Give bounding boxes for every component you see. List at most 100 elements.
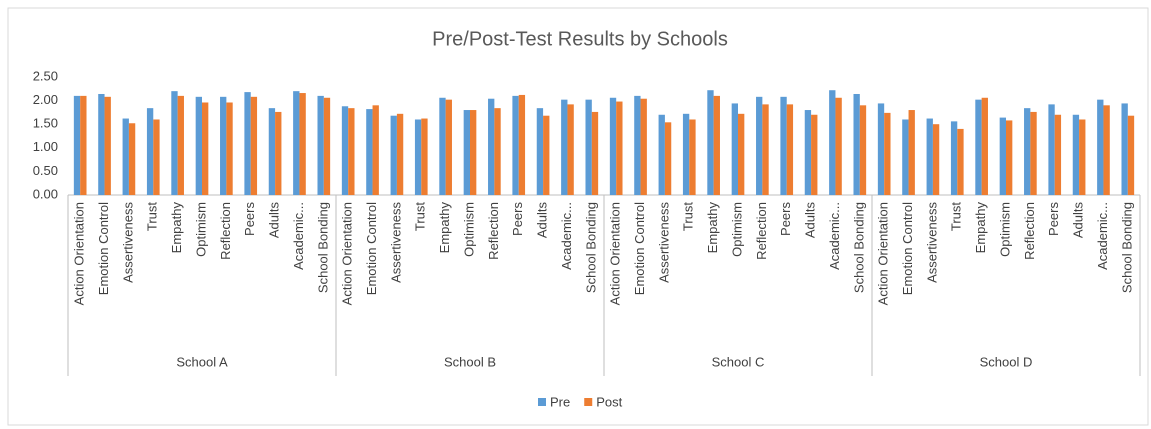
bar (421, 118, 428, 195)
x-tick-label: Empathy (973, 202, 988, 254)
bar (1097, 99, 1104, 195)
x-tick-label: Peers (1046, 202, 1061, 236)
bar (390, 115, 397, 195)
x-tick-label: Reflection (218, 202, 233, 260)
bar (372, 105, 379, 195)
bar (950, 121, 958, 195)
x-tick-label: Academic... (559, 202, 574, 270)
bar (804, 110, 812, 195)
x-tick-label: Action Orientation (340, 202, 355, 305)
bar (561, 99, 568, 195)
bar (591, 111, 599, 195)
bar (1079, 119, 1086, 195)
bar (323, 97, 331, 195)
x-tick-label: Optimism (193, 202, 208, 257)
bar (616, 101, 623, 195)
x-tick-label: Academic... (291, 202, 306, 270)
bar (445, 99, 452, 195)
bar (640, 98, 647, 195)
bar (177, 95, 184, 195)
bar (439, 97, 446, 195)
bar (835, 97, 842, 195)
legend-swatch (584, 398, 593, 406)
bar (488, 98, 495, 195)
x-tick-label: Peers (242, 202, 257, 236)
bar (682, 113, 690, 195)
group-label: School C (712, 354, 765, 369)
x-tick-label: Action Orientation (608, 202, 623, 305)
bar (1127, 115, 1135, 195)
bar (98, 93, 105, 195)
bar (348, 108, 355, 195)
x-tick-label: Optimism (729, 202, 744, 257)
bar (1103, 105, 1110, 195)
x-tick-label: Peers (510, 202, 525, 236)
bar (73, 95, 81, 195)
bar (859, 105, 867, 195)
bar (317, 95, 324, 195)
bar (707, 90, 714, 195)
bar (470, 110, 477, 195)
bar (463, 110, 470, 195)
bar (634, 95, 641, 195)
bar (981, 97, 988, 195)
bar (756, 96, 763, 195)
bar (877, 103, 885, 195)
x-tick-label: School Bonding (851, 202, 866, 293)
x-tick-label: Adults (267, 202, 282, 239)
bar (128, 123, 136, 195)
bar (1006, 120, 1013, 195)
bar (738, 113, 745, 195)
bar (1024, 108, 1031, 195)
x-tick-label: Assertiveness (924, 202, 939, 283)
y-tick-label: 0.00 (33, 186, 58, 201)
bar (494, 108, 501, 195)
x-tick-label: Emotion Control (364, 202, 379, 295)
x-tick-label: Adults (535, 202, 550, 239)
bar (1054, 114, 1062, 195)
x-tick-label: Trust (681, 202, 696, 232)
x-tick-label: Assertiveness (656, 202, 671, 283)
bar (1072, 114, 1080, 195)
bar (762, 104, 769, 195)
bar (268, 108, 276, 195)
bar (341, 106, 349, 195)
bar (908, 110, 915, 195)
bar (299, 93, 306, 195)
x-tick-label: Peers (778, 202, 793, 236)
bar (122, 118, 129, 195)
bar (226, 102, 233, 195)
x-tick-label: Emotion Control (900, 202, 915, 295)
bar (1048, 104, 1055, 195)
bar (926, 118, 933, 195)
x-tick-label: Trust (145, 202, 160, 232)
y-tick-label: 0.50 (33, 163, 58, 178)
bar (250, 96, 258, 195)
bar (366, 109, 373, 195)
x-tick-label: Reflection (1022, 202, 1037, 260)
bar (153, 119, 160, 195)
chart-border (7, 7, 1149, 426)
x-tick-label: School Bonding (1119, 202, 1134, 293)
bar (244, 92, 251, 195)
bar (585, 99, 592, 195)
bar (658, 114, 665, 195)
x-tick-label: Academic... (1095, 202, 1110, 270)
bar (780, 96, 787, 195)
x-tick-label: Adults (1071, 202, 1086, 239)
x-tick-label: Reflection (754, 202, 769, 260)
bar (414, 119, 422, 195)
bar (853, 93, 860, 195)
y-tick-label: 1.00 (33, 139, 58, 154)
bar (518, 94, 526, 195)
bar (146, 108, 154, 195)
bar (884, 112, 891, 195)
x-tick-label: Empathy (169, 202, 184, 254)
x-tick-label: Assertiveness (388, 202, 403, 283)
bar (396, 113, 404, 195)
x-tick-label: Empathy (437, 202, 452, 254)
bar (293, 91, 300, 195)
bar (609, 97, 617, 195)
bar (202, 102, 209, 195)
